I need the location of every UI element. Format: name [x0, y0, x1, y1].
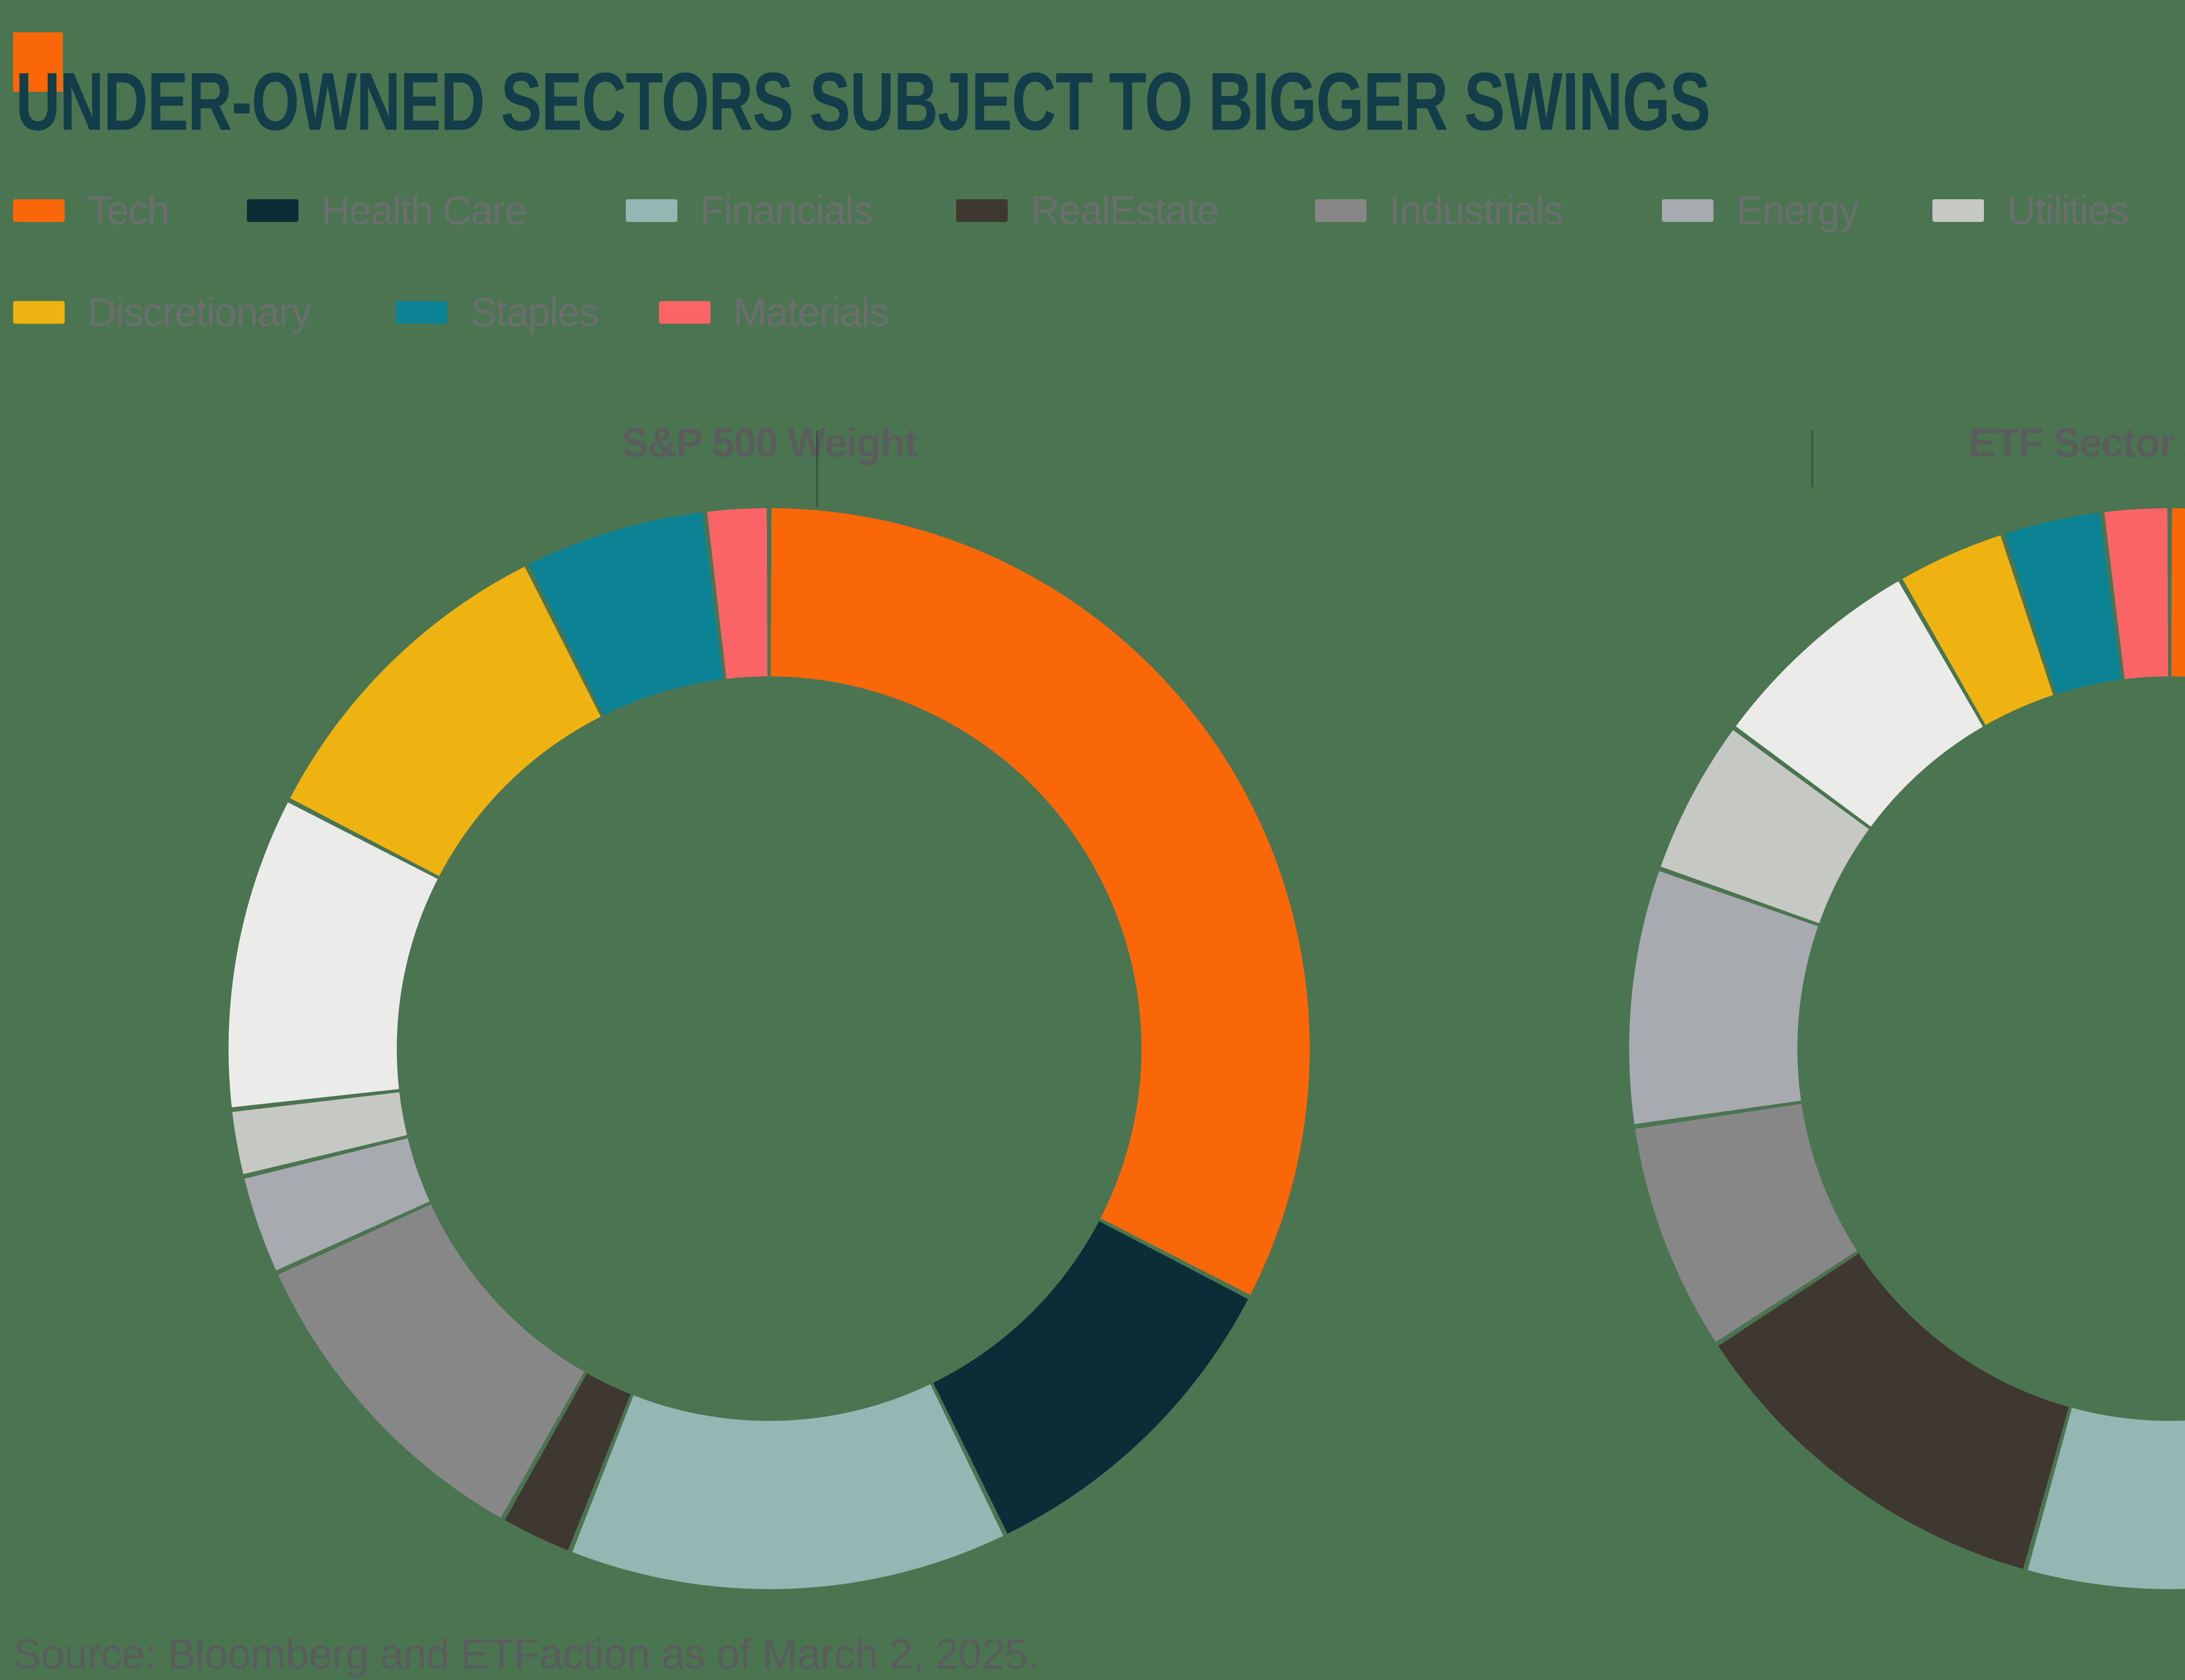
brand-accent-square — [13, 32, 63, 92]
legend-item-discretionary: Discretionary — [13, 290, 312, 335]
legend-item-financials: Financials — [626, 188, 873, 233]
legend-item-utilities: Utilities — [1932, 188, 2129, 233]
legend-swatch — [659, 301, 711, 324]
title-pointer-line-left — [816, 430, 818, 507]
legend-label: Utilities — [2007, 188, 2129, 233]
donut-chart-sp500-weight — [229, 508, 1310, 1589]
legend-label: Industrials — [1389, 188, 1564, 233]
legend-item-realestate: RealEstate — [956, 188, 1219, 233]
chart-title-etf-sector-allocation: ETF Sector Allocation — [1968, 420, 2185, 465]
legend-swatch — [626, 199, 677, 222]
donut-chart-etf-sector-allocation — [1629, 508, 2185, 1589]
page-title: UNDER-OWNED SECTORS SUBJECT TO BIGGER SW… — [16, 55, 1711, 147]
donut-hole — [397, 676, 1141, 1421]
legend-item-tech: Tech — [13, 188, 170, 233]
donut-hole — [1797, 676, 2185, 1421]
legend-swatch — [1315, 199, 1366, 222]
chart-title-sp500-weight: S&P 500 Weight — [621, 420, 918, 465]
legend-label: Health Care — [321, 188, 527, 233]
legend-label: RealEstate — [1030, 188, 1219, 233]
legend-label: Discretionary — [87, 290, 312, 335]
title-pointer-line-right — [1811, 430, 1813, 487]
legend-label: Energy — [1736, 188, 1859, 233]
legend-label: Financials — [700, 188, 873, 233]
legend-label: Materials — [733, 290, 889, 335]
legend-swatch — [13, 301, 65, 324]
legend-item-industrials: Industrials — [1315, 188, 1564, 233]
legend-item-materials: Materials — [659, 290, 889, 335]
legend-swatch — [1662, 199, 1713, 222]
legend-item-staples: Staples — [396, 290, 599, 335]
legend-swatch — [247, 199, 298, 222]
legend-swatch — [956, 199, 1008, 222]
legend-swatch — [396, 301, 447, 324]
source-note: Source: Bloomberg and ETFaction as of Ma… — [13, 1630, 1039, 1678]
legend-item-energy: Energy — [1662, 188, 1859, 233]
legend-swatch — [13, 199, 65, 222]
legend-label: Staples — [470, 290, 599, 335]
legend-label: Tech — [87, 188, 170, 233]
legend-swatch — [1932, 199, 1984, 222]
legend-item-health-care: Health Care — [247, 188, 527, 233]
